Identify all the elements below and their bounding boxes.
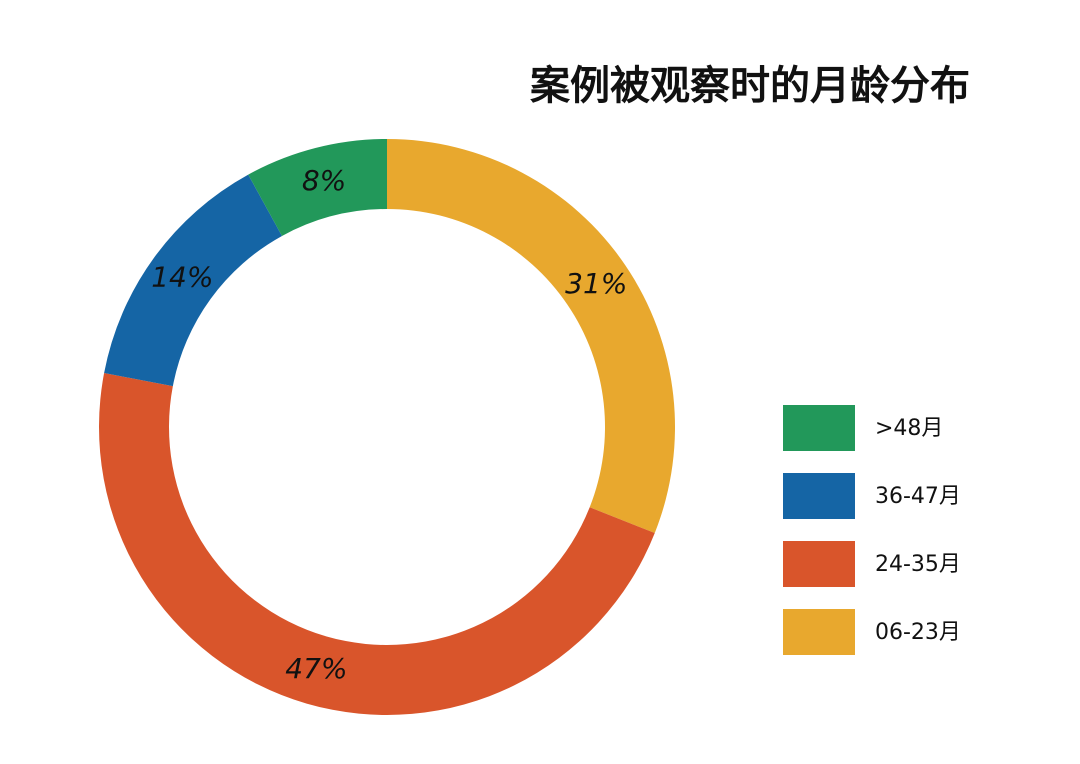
donut-segment	[387, 139, 675, 534]
value-label: 14%	[151, 260, 213, 293]
donut-segment	[104, 174, 282, 387]
legend-swatch	[783, 473, 855, 519]
donut-segment	[248, 139, 387, 236]
value-label: 8%	[302, 164, 346, 197]
donut-segment	[98, 373, 655, 716]
legend-swatch	[783, 405, 855, 451]
value-label: 47%	[285, 652, 347, 685]
legend-label: 36-47月	[875, 484, 961, 509]
legend-swatch	[783, 609, 855, 655]
legend-label: >48月	[875, 416, 943, 441]
chart-title: 案例被观察时的月龄分布	[530, 63, 970, 109]
legend-label: 24-35月	[875, 552, 961, 577]
legend-label: 06-23月	[875, 620, 961, 645]
legend-swatch	[783, 541, 855, 587]
value-label: 31%	[565, 267, 627, 300]
